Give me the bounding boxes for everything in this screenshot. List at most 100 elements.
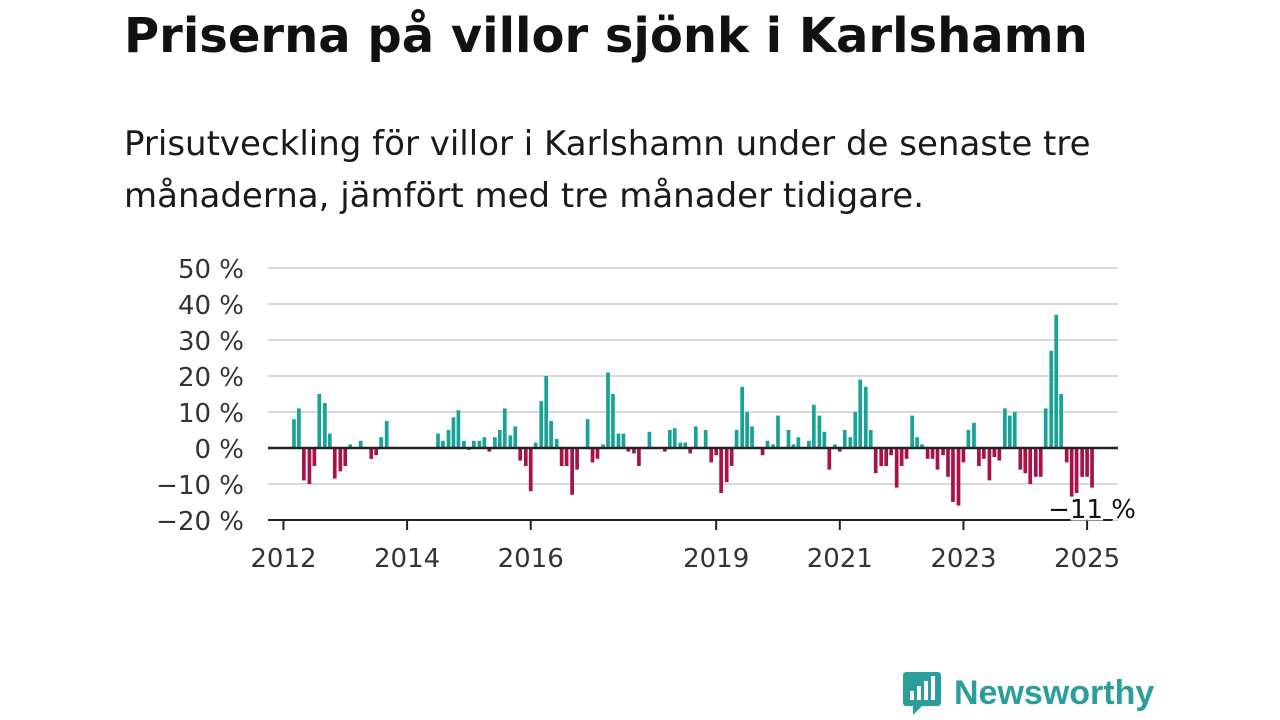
bar xyxy=(1033,448,1038,477)
bar xyxy=(1085,448,1089,477)
bar xyxy=(786,430,791,448)
x-tick-label: 2025 xyxy=(1054,544,1120,574)
bar xyxy=(745,412,749,448)
bar xyxy=(307,448,312,484)
y-tick-label: 30 % xyxy=(178,327,244,357)
bar xyxy=(1028,448,1033,484)
bar xyxy=(904,448,909,459)
bar xyxy=(518,448,523,461)
bar xyxy=(714,448,719,456)
bar xyxy=(327,433,332,448)
bar xyxy=(616,433,621,448)
bar xyxy=(776,415,780,448)
x-tick-label: 2019 xyxy=(683,544,749,574)
bar xyxy=(807,440,811,448)
bar xyxy=(771,444,775,448)
bar xyxy=(822,431,827,448)
bar xyxy=(317,394,322,448)
bar xyxy=(343,448,348,466)
bar xyxy=(925,448,930,459)
bar xyxy=(750,426,754,448)
bar xyxy=(899,448,904,466)
bar xyxy=(502,408,507,448)
bar xyxy=(1080,448,1084,477)
bar xyxy=(462,440,466,448)
bar xyxy=(312,448,317,466)
bar xyxy=(791,444,796,448)
bar xyxy=(1018,448,1023,470)
bar xyxy=(868,430,873,448)
y-tick-label: 50 % xyxy=(178,255,244,285)
bar xyxy=(585,419,590,448)
bar xyxy=(688,448,693,454)
bar xyxy=(951,448,955,502)
brand-name: Newsworthy xyxy=(954,673,1155,712)
y-tick-label: 20 % xyxy=(178,363,244,393)
bar xyxy=(827,448,832,470)
bar xyxy=(724,448,729,483)
bar xyxy=(982,448,986,459)
bar xyxy=(332,448,337,479)
bar xyxy=(590,448,595,463)
bar xyxy=(508,435,513,448)
bar xyxy=(451,417,456,448)
bar xyxy=(595,448,600,459)
bar xyxy=(528,448,533,492)
bar xyxy=(513,426,518,448)
bar xyxy=(549,421,553,448)
chart-subtitle: Prisutveckling för villor i Karlshamn un… xyxy=(124,124,1091,216)
newsworthy-logo-icon xyxy=(903,672,941,715)
bar xyxy=(487,448,492,452)
bar xyxy=(709,448,714,463)
bar xyxy=(941,448,945,456)
y-tick-label: 0 % xyxy=(194,435,244,465)
bar xyxy=(873,448,878,474)
bar xyxy=(796,437,801,448)
x-tick-label: 2016 xyxy=(498,544,564,574)
bar xyxy=(915,437,919,448)
bar xyxy=(493,437,497,448)
bar xyxy=(972,422,976,448)
bar xyxy=(647,431,652,448)
bar xyxy=(956,448,961,506)
gridlines xyxy=(268,267,1118,485)
bars xyxy=(292,314,1094,506)
bar xyxy=(719,448,723,493)
bar xyxy=(966,430,971,448)
brand-logo: Newsworthy xyxy=(902,670,1154,716)
bar xyxy=(842,430,847,448)
bar xyxy=(760,448,765,456)
tick-labels: 50 % 40 % 30 % 20 % 10 % 0 % −10 % −20 %2012 201… xyxy=(156,255,1138,574)
bar xyxy=(570,448,574,495)
bar xyxy=(302,448,306,481)
bar xyxy=(621,433,626,448)
bar xyxy=(554,439,559,448)
bar xyxy=(848,437,853,448)
bar xyxy=(672,428,677,448)
x-tick-label: 2023 xyxy=(930,544,996,574)
bar xyxy=(740,386,744,448)
bar xyxy=(683,442,688,448)
bar xyxy=(987,448,992,481)
bar xyxy=(632,448,636,454)
bar xyxy=(812,404,816,448)
bar xyxy=(1043,408,1048,448)
bar xyxy=(884,448,889,466)
bar xyxy=(858,379,863,448)
bar xyxy=(1074,448,1079,493)
bar xyxy=(1059,394,1063,448)
bar xyxy=(1023,448,1028,474)
bar xyxy=(703,430,708,448)
bar xyxy=(961,448,966,463)
bar xyxy=(606,372,610,448)
last-value-annotation: −11 % xyxy=(1048,495,1136,525)
bar xyxy=(1012,412,1017,448)
bar xyxy=(729,448,734,466)
bar xyxy=(1090,448,1094,488)
bar xyxy=(323,403,327,448)
bar xyxy=(1064,448,1069,463)
bar xyxy=(853,412,858,448)
y-tick-label: 10 % xyxy=(178,399,244,429)
bar xyxy=(533,442,538,448)
bar xyxy=(544,376,549,448)
